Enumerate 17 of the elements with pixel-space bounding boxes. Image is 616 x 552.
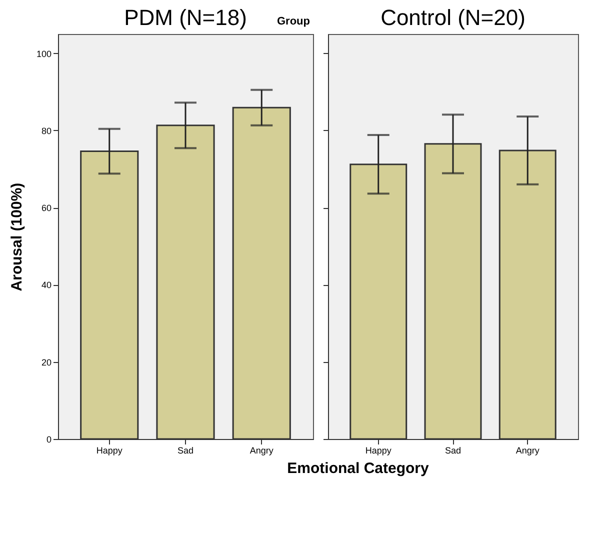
x-tick-label: Happy bbox=[365, 446, 392, 456]
chart-title: PDM (N=18) bbox=[124, 5, 247, 30]
x-tick-label: Happy bbox=[96, 446, 123, 456]
x-tick-label: Angry bbox=[516, 446, 540, 456]
y-tick-label: 80 bbox=[41, 126, 52, 136]
y-tick-label: 40 bbox=[41, 280, 52, 290]
y-tick-label: 20 bbox=[41, 357, 52, 368]
x-tick-label: Sad bbox=[444, 446, 462, 456]
text: Group bbox=[276, 16, 310, 28]
x-axis-title: Emotional Category bbox=[287, 460, 430, 477]
y-tick-label: 100 bbox=[36, 48, 52, 59]
y-tick-label: 0 bbox=[46, 434, 52, 444]
y-axis-title: Arousal (100%) bbox=[8, 182, 26, 292]
x-tick-label: Sad bbox=[177, 446, 194, 456]
chart-title: Control (N=20) bbox=[380, 5, 526, 30]
x-tick-label: Angry bbox=[250, 446, 274, 456]
y-tick-label: 60 bbox=[41, 203, 52, 214]
